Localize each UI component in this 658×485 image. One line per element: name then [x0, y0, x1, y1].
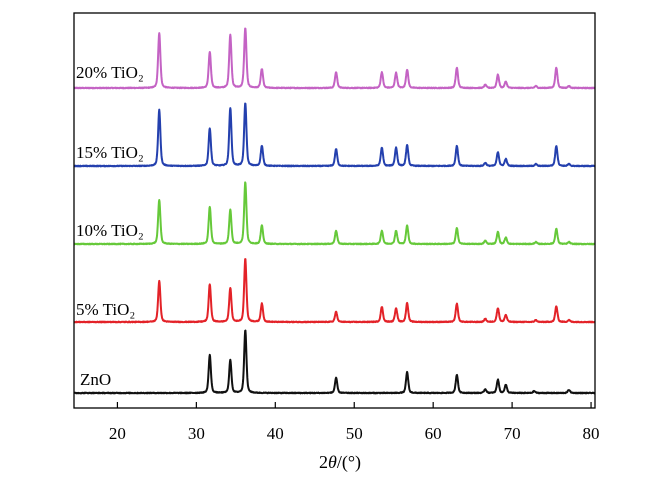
x-tick-label: 80 [583, 424, 600, 443]
series-label-zno: ZnO [80, 370, 111, 389]
series-layer [74, 27, 595, 395]
x-axis-ticks: 20 30 40 50 60 70 80 [109, 402, 600, 443]
x-tick-label: 40 [267, 424, 284, 443]
series-labels: 20% TiO₂ 15% TiO₂ 10% TiO₂ 5% TiO₂ ZnO [76, 63, 144, 389]
series-line-5-tio2 [74, 258, 595, 324]
series-line-zno [74, 329, 595, 395]
x-tick-label: 60 [425, 424, 442, 443]
series-label-5-tio2: 5% TiO₂ [76, 300, 135, 319]
series-line-20-tio2 [74, 27, 595, 90]
series-label-15-tio2: 15% TiO₂ [76, 143, 144, 162]
series-line-15-tio2 [74, 102, 595, 168]
x-tick-label: 70 [504, 424, 521, 443]
x-axis-label: 2θ/(°) [319, 452, 361, 473]
x-tick-label: 50 [346, 424, 363, 443]
x-tick-label: 20 [109, 424, 126, 443]
x-tick-label: 30 [188, 424, 205, 443]
series-line-10-tio2 [74, 181, 595, 246]
series-label-20-tio2: 20% TiO₂ [76, 63, 144, 82]
plot-frame [73, 12, 596, 409]
series-label-10-tio2: 10% TiO₂ [76, 221, 144, 240]
